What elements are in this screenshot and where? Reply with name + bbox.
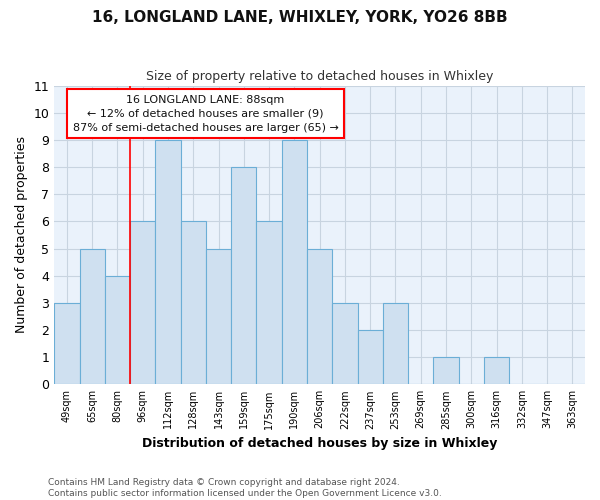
Bar: [282, 140, 307, 384]
Bar: [383, 303, 408, 384]
Bar: [256, 222, 282, 384]
Text: 16 LONGLAND LANE: 88sqm
← 12% of detached houses are smaller (9)
87% of semi-det: 16 LONGLAND LANE: 88sqm ← 12% of detache…: [73, 94, 338, 132]
Bar: [181, 222, 206, 384]
Text: Contains HM Land Registry data © Crown copyright and database right 2024.
Contai: Contains HM Land Registry data © Crown c…: [48, 478, 442, 498]
Bar: [332, 303, 358, 384]
Bar: [130, 222, 155, 384]
Text: 16, LONGLAND LANE, WHIXLEY, YORK, YO26 8BB: 16, LONGLAND LANE, WHIXLEY, YORK, YO26 8…: [92, 10, 508, 25]
Bar: [206, 248, 231, 384]
Bar: [231, 167, 256, 384]
Bar: [54, 303, 80, 384]
Bar: [155, 140, 181, 384]
Bar: [80, 248, 105, 384]
Bar: [484, 357, 509, 384]
Title: Size of property relative to detached houses in Whixley: Size of property relative to detached ho…: [146, 70, 493, 83]
Y-axis label: Number of detached properties: Number of detached properties: [15, 136, 28, 334]
Bar: [307, 248, 332, 384]
X-axis label: Distribution of detached houses by size in Whixley: Distribution of detached houses by size …: [142, 437, 497, 450]
Bar: [433, 357, 458, 384]
Bar: [105, 276, 130, 384]
Bar: [358, 330, 383, 384]
